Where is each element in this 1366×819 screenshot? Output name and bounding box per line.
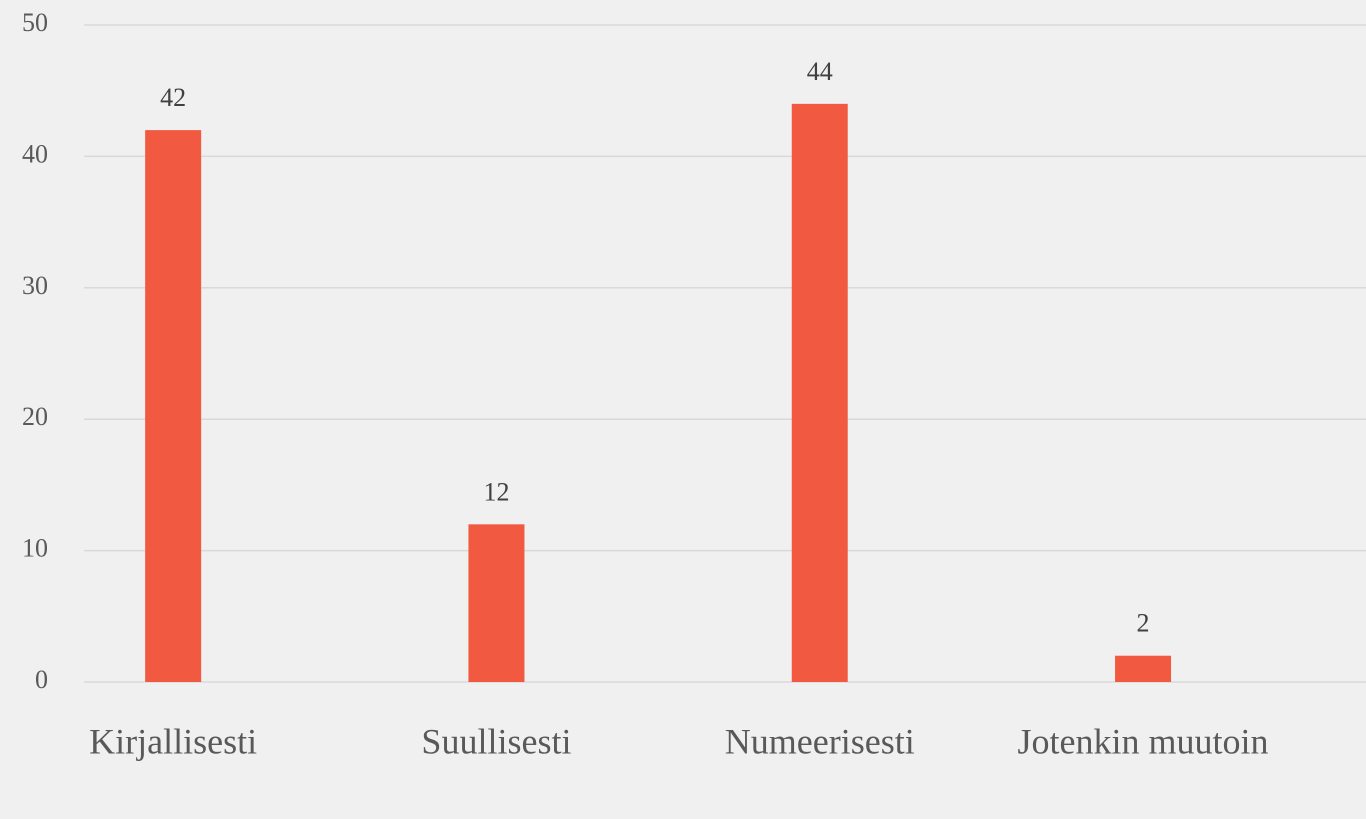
y-tick-label: 20 [22,402,48,431]
x-tick-label: Jotenkin muutoin [1018,721,1269,761]
data-label: 12 [483,477,509,506]
data-label: 2 [1137,609,1150,638]
bar [145,130,202,682]
x-tick-label: Kirjallisesti [89,721,257,761]
y-tick-label: 40 [22,139,48,168]
y-tick-label: 50 [22,8,48,37]
bar [468,524,525,682]
y-tick-label: 30 [22,271,48,300]
x-tick-label: Numeerisesti [725,721,915,761]
bar [791,103,848,683]
data-label: 42 [160,83,186,112]
data-label: 44 [807,57,833,86]
bar [1115,655,1172,682]
y-tick-label: 0 [35,665,48,694]
x-tick-label: Suullisesti [421,721,571,761]
y-tick-label: 10 [22,534,48,563]
